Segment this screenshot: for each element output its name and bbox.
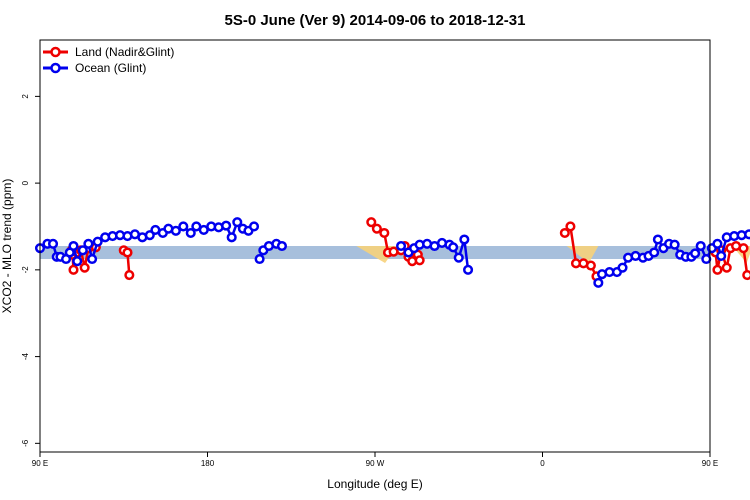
series-land-point	[721, 262, 732, 273]
y-tick-label: -6	[21, 439, 30, 447]
series-ocean-point	[83, 238, 94, 249]
series-ocean-point	[690, 248, 701, 259]
series-ocean-point	[276, 240, 287, 252]
y-tick-label: 0	[21, 180, 30, 185]
series-ocean-point	[226, 232, 237, 243]
series-ocean-point	[87, 253, 98, 265]
series-ocean-point	[716, 250, 727, 262]
legend-label-land: Land (Nadir&Glint)	[75, 45, 174, 59]
series-land-point	[585, 260, 596, 271]
series-ocean-point	[232, 217, 243, 228]
series-ocean-point	[712, 238, 723, 249]
x-tick-label: 180	[201, 459, 215, 468]
legend-entry-ocean: Ocean (Glint)	[43, 61, 146, 75]
series-ocean-line-3	[452, 238, 470, 271]
x-tick-label: 90 E	[32, 459, 48, 468]
series-ocean-point	[92, 236, 103, 247]
series-ocean-point	[248, 221, 260, 232]
series-land-point	[122, 247, 133, 258]
series-ocean-point	[396, 240, 407, 252]
y-tick-label: 2	[21, 94, 30, 99]
x-axis-label: Longitude (deg E)	[327, 477, 422, 491]
series-layer	[34, 217, 750, 288]
y-axis: 2 0 -2 -4 -6	[21, 94, 40, 447]
legend-marker-ocean	[50, 62, 61, 74]
series-ocean-point	[47, 238, 59, 249]
series-ocean-point	[453, 252, 464, 263]
series-land-point	[124, 270, 135, 281]
series-ocean-point	[695, 240, 706, 252]
series-land-point	[366, 217, 377, 228]
x-axis: 90 E 180 90 W 0 90 E	[32, 452, 718, 468]
series-ocean-point	[178, 221, 189, 232]
series-ocean-point	[170, 225, 181, 236]
series-land-point	[379, 227, 390, 239]
series-ocean-point	[254, 253, 265, 265]
chart-title: 5S-0 June (Ver 9) 2014-09-06 to 2018-12-…	[224, 12, 525, 29]
series-ocean-point	[185, 227, 196, 239]
series-land-point	[738, 243, 749, 254]
series-land-point	[712, 264, 723, 275]
series-ocean-point	[77, 245, 88, 256]
series-ocean-point	[649, 247, 660, 258]
series-ocean-point	[617, 262, 628, 273]
y-tick-label: -2	[21, 266, 30, 274]
x-tick-label: 90 E	[702, 459, 718, 468]
series-land-point	[68, 264, 79, 275]
series-land-point	[559, 227, 570, 239]
series-land-point	[371, 223, 382, 234]
series-ocean-point	[68, 240, 79, 252]
series-ocean-point	[744, 229, 750, 240]
series-ocean-point	[463, 264, 474, 275]
x-tick-label: 0	[540, 459, 545, 468]
legend-entry-land: Land (Nadir&Glint)	[43, 45, 174, 59]
y-axis-label: XCO2 - MLO trend (ppm)	[0, 179, 14, 314]
series-land-point	[742, 270, 750, 281]
series-ocean-point	[459, 234, 470, 245]
series-ocean-point	[72, 256, 83, 267]
legend-label-ocean: Ocean (Glint)	[75, 61, 146, 75]
x-tick-label: 90 W	[366, 459, 385, 468]
legend-marker-land	[50, 46, 61, 58]
series-land-point	[565, 221, 576, 232]
y-tick-label: -4	[21, 352, 30, 360]
legend: Land (Nadir&Glint) Ocean (Glint)	[43, 45, 174, 75]
series-land-point	[79, 262, 90, 273]
series-land-point	[414, 255, 425, 266]
series-ocean-point	[221, 220, 232, 231]
series-ocean-point	[669, 239, 680, 250]
series-ocean-point	[652, 234, 663, 245]
series-ocean-point	[593, 277, 604, 288]
series-ocean-point	[448, 242, 459, 253]
series-ocean-point	[701, 253, 712, 265]
